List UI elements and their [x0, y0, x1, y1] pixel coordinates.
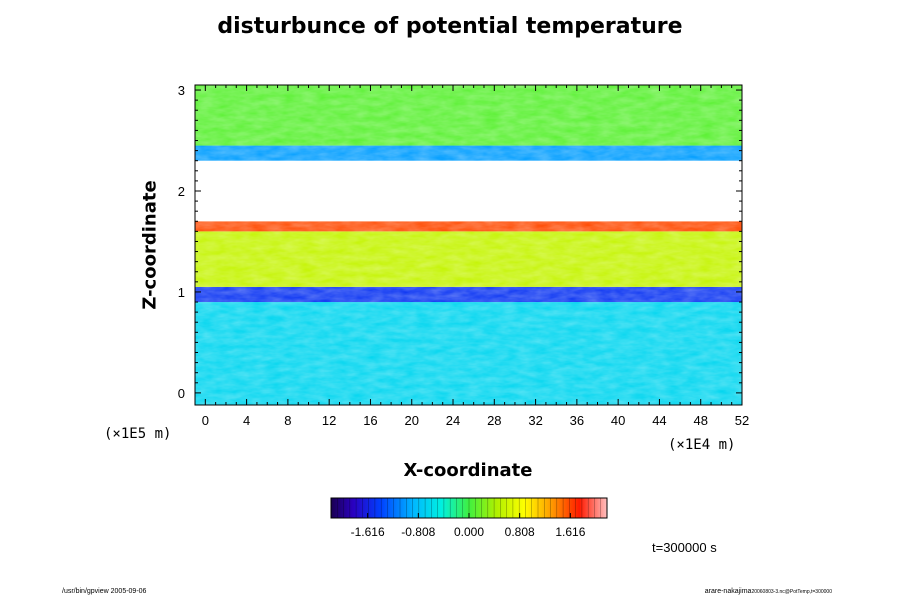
y-axis-unit: (×1E5 m): [104, 426, 172, 442]
colorbar-tick-label: 1.616: [555, 525, 585, 539]
x-tick-label: 8: [284, 413, 291, 428]
x-axis-label: X-coordinate: [403, 460, 533, 481]
field-layer-1: [195, 286, 742, 303]
field-layer-6: [195, 85, 742, 146]
y-tick-label: 2: [178, 184, 185, 199]
x-tick-label: 0: [202, 413, 209, 428]
plot-border: [194, 84, 743, 406]
x-tick-label: 32: [528, 413, 542, 428]
x-tick-label: 12: [322, 413, 336, 428]
colorbar-gradient: [330, 497, 608, 519]
footer-right: arare-nakajima20060803-3.nc@PotTemp,t=30…: [704, 588, 832, 595]
x-tick-label: 24: [446, 413, 460, 428]
x-tick-label: 20: [405, 413, 419, 428]
time-label: t=300000 s: [652, 540, 717, 555]
footer-left: /usr/bin/gpview 2005-09-06: [62, 588, 147, 595]
y-tick-label: 1: [178, 285, 185, 300]
x-tick-label: 44: [652, 413, 666, 428]
field-layer-5: [195, 145, 742, 161]
chart-title: disturbunce of potential temperature: [217, 14, 683, 39]
field-layer-3: [195, 221, 742, 232]
y-tick-label: 0: [178, 386, 185, 401]
x-tick-label: 28: [487, 413, 501, 428]
x-tick-label: 52: [735, 413, 749, 428]
x-tick-label: 4: [243, 413, 250, 428]
x-tick-label: 48: [693, 413, 707, 428]
colorbar-tick-label: 0.808: [505, 525, 535, 539]
field-layer-4: [195, 160, 742, 222]
x-axis-unit: (×1E4 m): [668, 437, 736, 453]
x-tick-label: 36: [570, 413, 584, 428]
colorbar-tick-label: 0.000: [454, 525, 484, 539]
field-layer-2: [195, 231, 742, 287]
x-tick-label: 16: [363, 413, 377, 428]
field-layer-0: [195, 302, 742, 405]
field-texture: [195, 85, 742, 405]
y-tick-label: 3: [178, 83, 185, 98]
x-tick-label: 40: [611, 413, 625, 428]
colorbar-tick-label: -1.616: [351, 525, 385, 539]
colorbar-tick-label: -0.808: [401, 525, 435, 539]
y-axis-label: Z-coordinate: [139, 180, 161, 310]
